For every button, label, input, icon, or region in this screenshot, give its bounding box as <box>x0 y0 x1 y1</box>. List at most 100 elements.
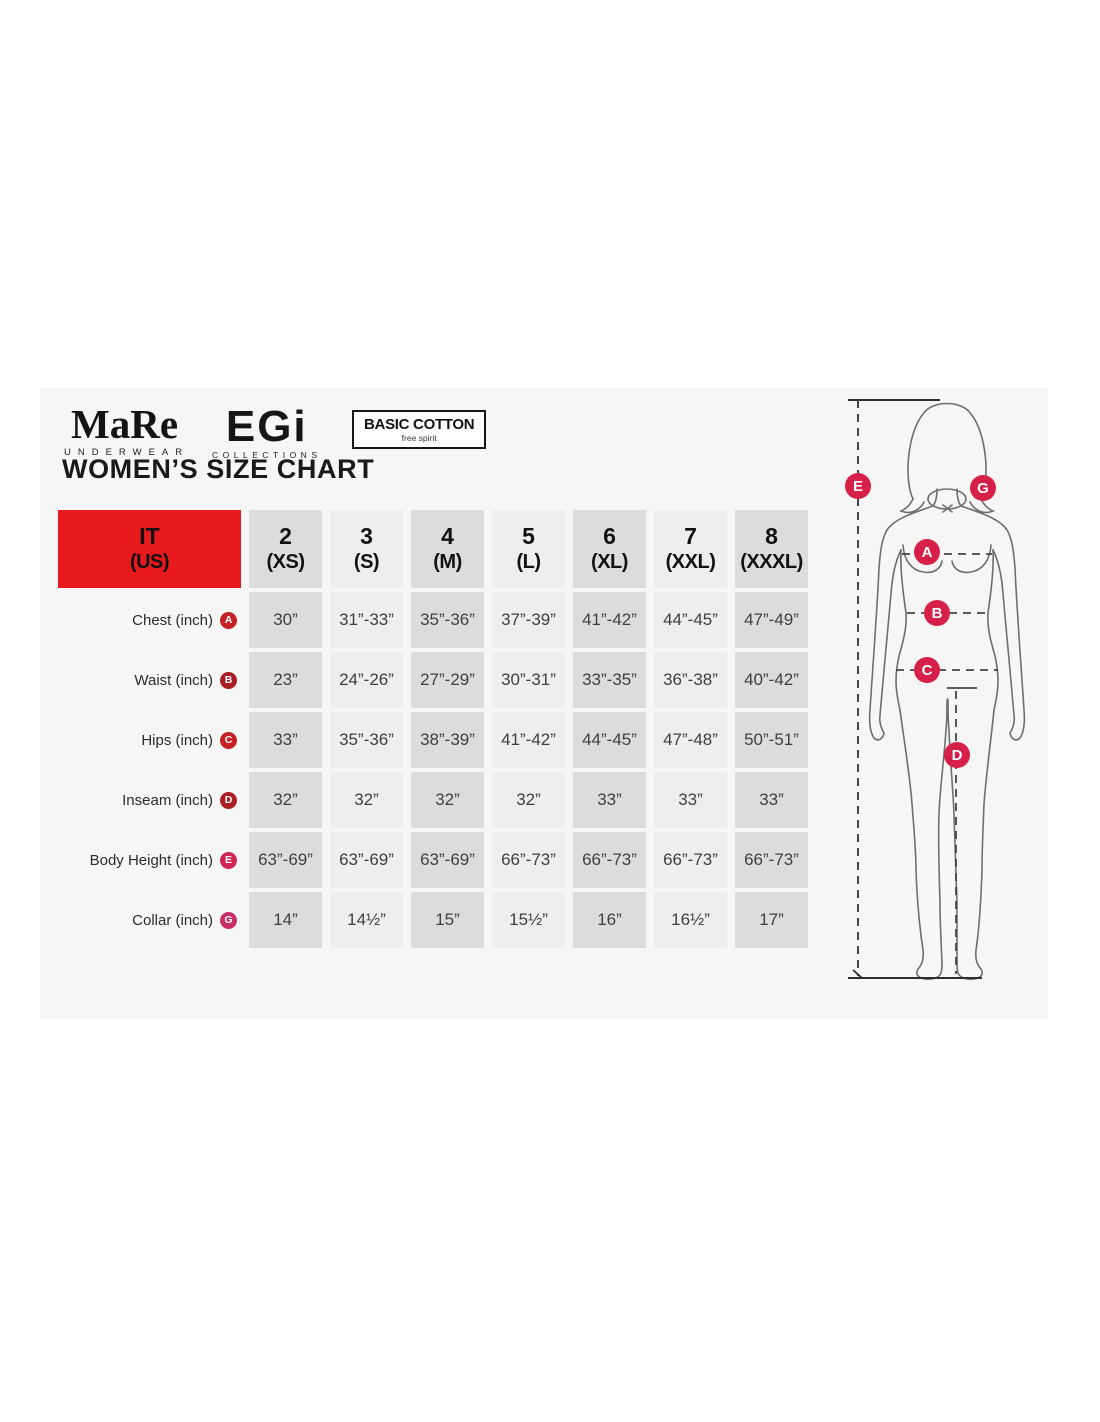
size-table: IT (US) 2 (XS) 3 (S) 4 (M) 5 (L) 6 (XL) 7 (XXL) 8 (XXXL… <box>58 510 808 948</box>
size-value: 50”-51” <box>735 712 808 768</box>
column-name: (XXXL) <box>740 551 803 573</box>
column-header-8: 8 (XXXL) <box>735 510 808 588</box>
figure-marker-G: G <box>970 475 996 501</box>
body-measurement-figure: A B C D E G <box>840 388 1048 1003</box>
size-value: 41”-42” <box>573 592 646 648</box>
size-value: 66”-73” <box>492 832 565 888</box>
marker-badge-G: G <box>220 911 237 929</box>
size-value: 32” <box>492 772 565 828</box>
row-label-G: Collar (inch) G <box>58 892 241 948</box>
column-name: (M) <box>433 551 462 573</box>
size-value: 33”-35” <box>573 652 646 708</box>
row-label-A: Chest (inch) A <box>58 592 241 648</box>
egi-logo-tagline: COLLECTIONS <box>212 450 322 460</box>
size-value: 47”-49” <box>735 592 808 648</box>
size-value: 31”-33” <box>330 592 403 648</box>
column-header-4: 4 (M) <box>411 510 484 588</box>
basic-cotton-logo-tagline: free spirit <box>401 433 437 443</box>
marker-badge-E: E <box>220 851 237 869</box>
size-chart-panel: MaRe UNDERWEAR EGi COLLECTIONS BASIC COT… <box>40 388 1048 1018</box>
size-value: 44”-45” <box>573 712 646 768</box>
column-header-5: 5 (L) <box>492 510 565 588</box>
size-value: 23” <box>249 652 322 708</box>
size-value: 14½” <box>330 892 403 948</box>
corner-line1: IT <box>139 523 160 549</box>
column-size: 5 <box>522 523 535 549</box>
mare-logo-tagline: UNDERWEAR <box>64 447 190 458</box>
size-value: 40”-42” <box>735 652 808 708</box>
column-name: (XS) <box>266 551 306 573</box>
size-value: 33” <box>735 772 808 828</box>
size-value: 33” <box>249 712 322 768</box>
mare-logo: MaRe UNDERWEAR <box>60 402 189 458</box>
corner-line2: (US) <box>129 551 170 573</box>
size-value: 47”-48” <box>654 712 727 768</box>
figure-marker-A: A <box>914 539 940 565</box>
woman-outline <box>868 402 1026 981</box>
size-value: 35”-36” <box>411 592 484 648</box>
row-label-E: Body Height (inch) E <box>58 832 241 888</box>
size-value: 63”-69” <box>249 832 322 888</box>
column-header-2: 2 (XS) <box>249 510 322 588</box>
figure-marker-B: B <box>924 600 950 626</box>
size-value: 35”-36” <box>330 712 403 768</box>
column-size: 7 <box>684 523 697 549</box>
size-value: 38”-39” <box>411 712 484 768</box>
figure-marker-D: D <box>944 742 970 768</box>
row-label-text: Hips (inch) <box>141 731 213 749</box>
size-value: 17” <box>735 892 808 948</box>
size-value: 32” <box>330 772 403 828</box>
column-name: (XXL) <box>665 551 716 573</box>
column-size: 2 <box>279 523 292 549</box>
marker-badge-B: B <box>220 671 237 689</box>
size-value: 14” <box>249 892 322 948</box>
woman-outline-drawing <box>848 399 1026 981</box>
row-label-text: Chest (inch) <box>132 611 213 629</box>
size-value: 33” <box>654 772 727 828</box>
size-value: 15½” <box>492 892 565 948</box>
measurement-lines <box>848 399 998 979</box>
size-value: 30”-31” <box>492 652 565 708</box>
column-header-3: 3 (S) <box>330 510 403 588</box>
size-value: 37”-39” <box>492 592 565 648</box>
size-value: 32” <box>411 772 484 828</box>
row-label-B: Waist (inch) B <box>58 652 241 708</box>
size-value: 24”-26” <box>330 652 403 708</box>
column-name: (S) <box>353 551 380 573</box>
column-name: (L) <box>516 551 541 573</box>
marker-badge-A: A <box>220 611 237 629</box>
row-label-text: Waist (inch) <box>134 671 213 689</box>
figure-marker-C: C <box>914 657 940 683</box>
mare-logo-name: MaRe <box>71 401 179 447</box>
size-value: 66”-73” <box>654 832 727 888</box>
row-label-C: Hips (inch) C <box>58 712 241 768</box>
column-header-7: 7 (XXL) <box>654 510 727 588</box>
column-size: 3 <box>360 523 373 549</box>
size-value: 63”-69” <box>330 832 403 888</box>
size-value: 66”-73” <box>573 832 646 888</box>
floor-tick <box>852 969 863 979</box>
size-value: 15” <box>411 892 484 948</box>
column-size: 4 <box>441 523 454 549</box>
size-value: 27”-29” <box>411 652 484 708</box>
table-corner-header: IT (US) <box>58 510 241 588</box>
column-size: 8 <box>765 523 778 549</box>
size-value: 30” <box>249 592 322 648</box>
size-value: 33” <box>573 772 646 828</box>
egi-logo: EGi COLLECTIONS <box>212 402 322 461</box>
size-value: 41”-42” <box>492 712 565 768</box>
size-value: 44”-45” <box>654 592 727 648</box>
row-label-D: Inseam (inch) D <box>58 772 241 828</box>
size-value: 66”-73” <box>735 832 808 888</box>
size-value: 63”-69” <box>411 832 484 888</box>
column-size: 6 <box>603 523 616 549</box>
basic-cotton-logo: BASIC COTTON free spirit <box>352 410 487 449</box>
row-label-text: Collar (inch) <box>132 911 213 929</box>
egi-logo-name: EGi <box>225 402 308 451</box>
column-name: (XL) <box>591 551 628 573</box>
marker-badge-C: C <box>220 731 237 749</box>
figure-marker-E: E <box>845 473 871 499</box>
basic-cotton-logo-name: BASIC COTTON <box>364 416 475 433</box>
size-value: 36”-38” <box>654 652 727 708</box>
marker-badge-D: D <box>220 791 237 809</box>
